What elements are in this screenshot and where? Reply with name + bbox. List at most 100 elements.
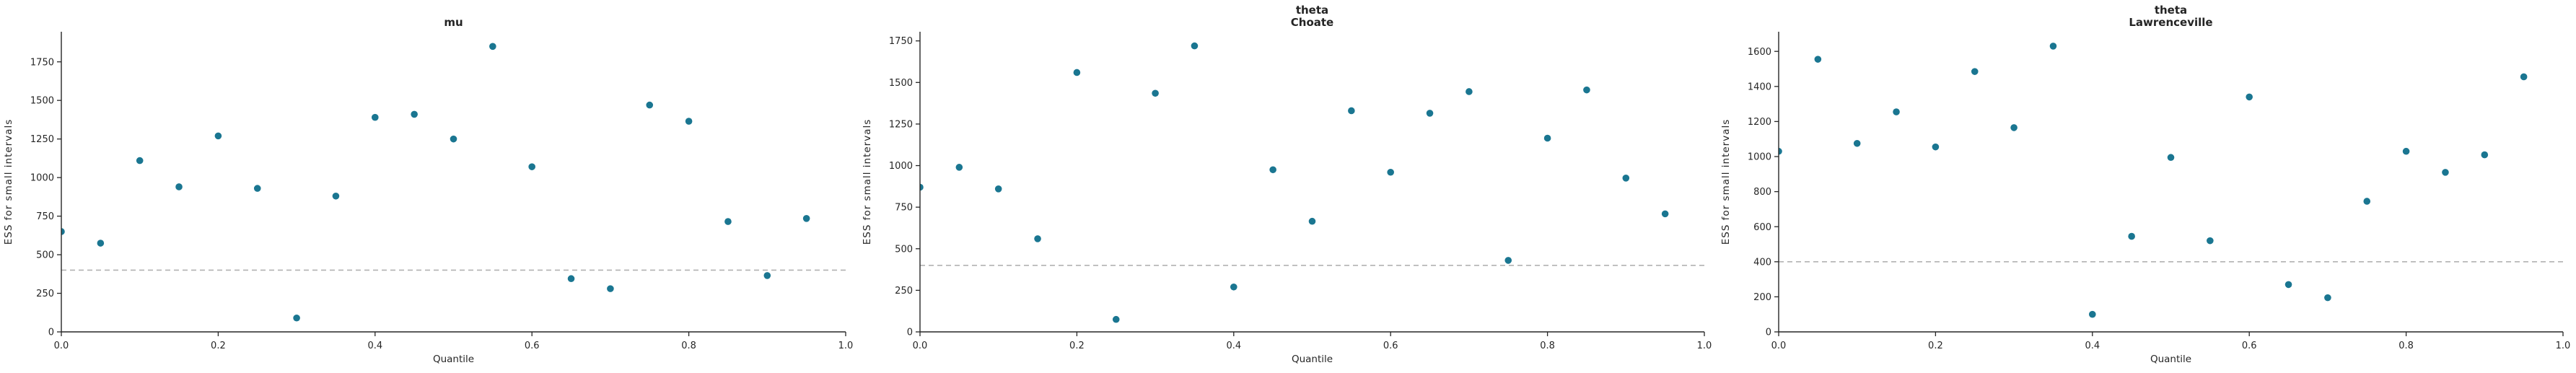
data-point [2246, 93, 2253, 101]
data-point [1779, 147, 1782, 155]
panel-title: Choate [1291, 16, 1333, 29]
scatter-points [1779, 43, 2528, 318]
x-tick-label: 1.0 [1697, 341, 1712, 351]
data-point [994, 185, 1002, 193]
data-point [1348, 107, 1355, 115]
data-point [175, 183, 183, 190]
data-point [567, 275, 575, 283]
x-tick-label: 0.0 [1771, 341, 1787, 351]
data-point [1814, 56, 1822, 63]
y-tick-label: 1400 [1748, 82, 1771, 92]
data-point [1893, 108, 1900, 115]
x-tick-label: 0.0 [913, 341, 928, 351]
data-point [1971, 68, 1979, 75]
x-tick-label: 0.6 [525, 341, 540, 351]
data-point [61, 228, 65, 235]
x-tick-label: 0.2 [211, 341, 226, 351]
data-point [2049, 43, 2057, 50]
data-point [1073, 69, 1081, 76]
data-point [1034, 235, 1041, 242]
data-point [2520, 73, 2528, 81]
y-tick-label: 1200 [1748, 117, 1771, 128]
data-point [2010, 124, 2018, 131]
data-point [1308, 217, 1316, 225]
x-axis-label: Quantile [433, 354, 474, 365]
data-point [253, 185, 261, 192]
y-tick-label: 800 [1753, 187, 1771, 198]
y-tick-label: 1500 [30, 96, 54, 107]
y-tick-label: 1250 [30, 134, 54, 145]
axis-spines [919, 32, 1704, 333]
data-point [607, 285, 614, 292]
x-tick-label: 1.0 [2556, 341, 2571, 351]
data-point [1112, 315, 1120, 323]
y-tick-label: 1000 [30, 173, 54, 184]
data-point [1152, 89, 1159, 97]
x-tick-label: 1.0 [838, 341, 854, 351]
data-point [1426, 110, 1434, 117]
y-axis-label: ESS for small intervals [3, 119, 14, 245]
x-tick-label: 0.6 [2242, 341, 2257, 351]
panel-title: mu [444, 16, 463, 29]
data-point [136, 157, 144, 164]
data-point [450, 135, 457, 143]
data-point [2089, 310, 2096, 318]
data-point [1466, 88, 1473, 95]
data-point [293, 314, 300, 322]
x-axis-label: Quantile [1292, 354, 1333, 365]
data-point [920, 183, 924, 191]
data-point [2167, 154, 2175, 162]
data-point [2284, 281, 2292, 289]
scatter-points [920, 42, 1669, 323]
data-point [489, 43, 496, 51]
x-tick-label: 0.8 [2398, 341, 2414, 351]
y-tick-label: 400 [1753, 257, 1771, 268]
panel-title: theta [1296, 4, 1328, 17]
y-tick-label: 1750 [30, 57, 54, 68]
y-axis-label: ESS for small intervals [862, 119, 873, 245]
data-point [2402, 147, 2410, 155]
data-point [1853, 139, 1861, 147]
y-tick-label: 1000 [1748, 152, 1771, 163]
x-tick-label: 0.4 [1226, 341, 1241, 351]
x-tick-label: 0.2 [1069, 341, 1085, 351]
data-point [2442, 169, 2449, 176]
data-point [802, 214, 810, 222]
panel-mu: 0 250 500 750 1000 1250 1500 1750 0.0 0.2 0.4 0.6 0.… [0, 0, 859, 373]
y-tick-label: 1250 [889, 119, 913, 130]
y-tick-label: 250 [36, 289, 54, 299]
panel-title: theta [2155, 4, 2187, 17]
data-point [411, 110, 418, 118]
x-tick-label: 0.8 [681, 341, 696, 351]
data-point [763, 272, 771, 279]
x-tick-label: 0.2 [1928, 341, 1943, 351]
data-point [1622, 175, 1630, 182]
y-tick-label: 1750 [889, 36, 913, 47]
data-point [1191, 42, 1199, 50]
data-point [2363, 198, 2371, 205]
scatter-points [61, 43, 810, 322]
x-axis-label: Quantile [2150, 354, 2191, 365]
y-tick-label: 0 [907, 328, 913, 338]
data-point [1583, 86, 1590, 94]
y-tick-label: 0 [48, 328, 54, 338]
data-point [1543, 134, 1551, 142]
y-tick-label: 1000 [889, 161, 913, 172]
data-point [1504, 257, 1512, 264]
data-point [724, 218, 732, 225]
data-point [2324, 294, 2331, 302]
data-point [646, 101, 654, 109]
y-tick-label: 500 [36, 250, 54, 261]
data-point [1932, 143, 1940, 151]
y-axis-label: ESS for small intervals [1720, 119, 1732, 245]
x-tick-label: 0.6 [1383, 341, 1398, 351]
data-point [2207, 237, 2214, 245]
x-tick-label: 0.8 [1540, 341, 1555, 351]
y-tick-label: 0 [1766, 328, 1771, 338]
y-tick-label: 600 [1753, 222, 1771, 233]
data-point [1269, 166, 1276, 174]
data-point [1661, 210, 1669, 218]
data-point [685, 118, 693, 125]
data-point [528, 163, 535, 170]
y-tick-label: 750 [36, 211, 54, 222]
